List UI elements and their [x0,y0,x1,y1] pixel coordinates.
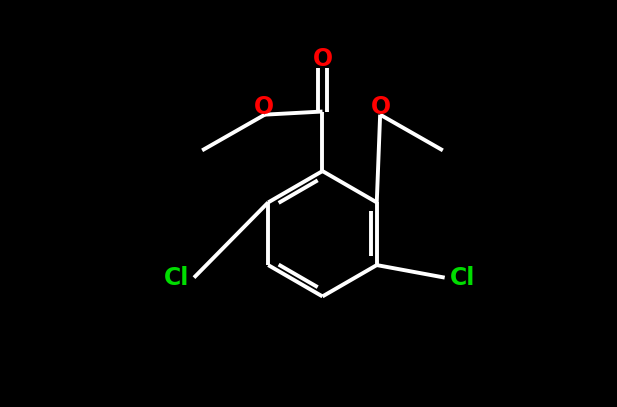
Text: O: O [254,94,273,118]
Text: O: O [371,94,391,118]
Text: O: O [312,48,333,72]
Text: Cl: Cl [164,266,189,290]
Text: Cl: Cl [450,266,475,290]
